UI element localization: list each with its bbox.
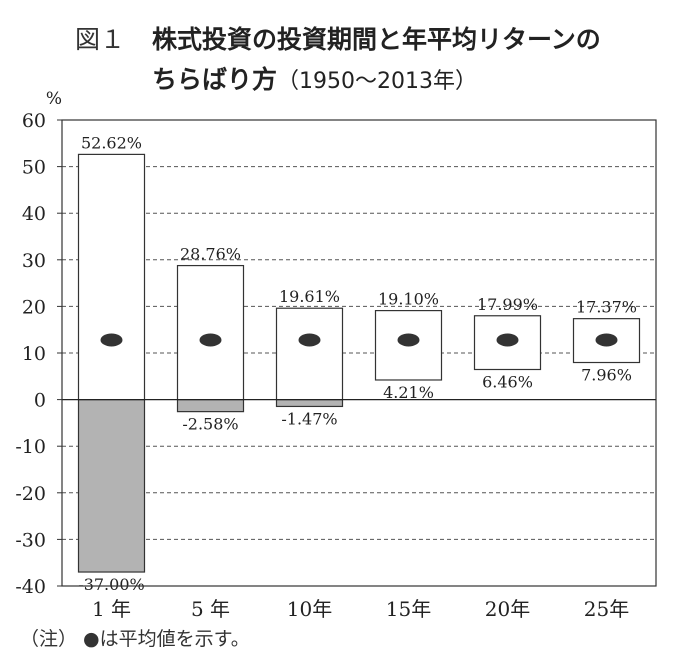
y-tick-label: -20: [15, 483, 46, 505]
figure-label: 図１: [75, 25, 126, 54]
min-value-label: 6.46%: [482, 372, 533, 391]
max-value-label: 19.10%: [378, 290, 439, 309]
min-value-label: 7.96%: [581, 366, 632, 385]
chart-note: （注） ●は平均値を示す。: [20, 628, 250, 650]
mean-marker: [298, 333, 321, 347]
y-tick-label: 30: [22, 250, 46, 272]
min-value-label: 4.21%: [383, 383, 434, 402]
mean-marker: [100, 333, 123, 347]
chart-title-main: ちらばり方: [152, 65, 278, 94]
bar-negative: [275, 399, 344, 408]
y-tick-label: 20: [22, 296, 46, 318]
y-tick-label: 10: [22, 343, 46, 365]
y-tick-label: 60: [22, 110, 46, 132]
x-tick-label: 25年: [584, 597, 629, 621]
bar-positive: [176, 264, 245, 401]
bar-positive: [77, 153, 146, 401]
bar-negative: [176, 399, 245, 413]
max-value-label: 17.37%: [576, 298, 637, 317]
min-value-label: -37.00%: [78, 575, 144, 594]
x-tick-label: 10年: [287, 597, 332, 621]
bar-positive: [275, 307, 344, 401]
chart-title-line1: 株式投資の投資期間と年平均リターンの: [152, 25, 601, 54]
y-tick-label: 40: [22, 203, 46, 225]
x-tick-label: 15年: [386, 597, 431, 621]
min-value-label: -2.58%: [182, 415, 238, 434]
plot-frame: [61, 119, 657, 587]
y-tick-label: -30: [15, 529, 46, 551]
x-tick-label: 5 年: [191, 597, 230, 621]
mean-marker: [199, 333, 222, 347]
mean-marker: [397, 333, 420, 347]
x-tick-label: 20年: [485, 597, 530, 621]
chart-title-line2: ちらばり方（1950〜2013年）: [152, 60, 477, 96]
y-tick-label: -40: [15, 576, 46, 598]
x-tick-label: 1 年: [92, 597, 131, 621]
y-tick-label: 50: [22, 157, 46, 179]
chart-title-period: （1950〜2013年）: [277, 69, 477, 94]
mean-marker: [496, 333, 519, 347]
y-axis-unit-label: %: [46, 89, 62, 109]
mean-marker: [595, 333, 618, 347]
y-tick-label: 0: [34, 390, 46, 412]
max-value-label: 17.99%: [477, 295, 538, 314]
max-value-label: 19.61%: [279, 287, 340, 306]
max-value-label: 52.62%: [81, 133, 142, 152]
max-value-label: 28.76%: [180, 245, 241, 264]
min-value-label: -1.47%: [281, 409, 337, 428]
y-tick-label: -10: [15, 436, 46, 458]
bar-negative: [77, 399, 146, 573]
